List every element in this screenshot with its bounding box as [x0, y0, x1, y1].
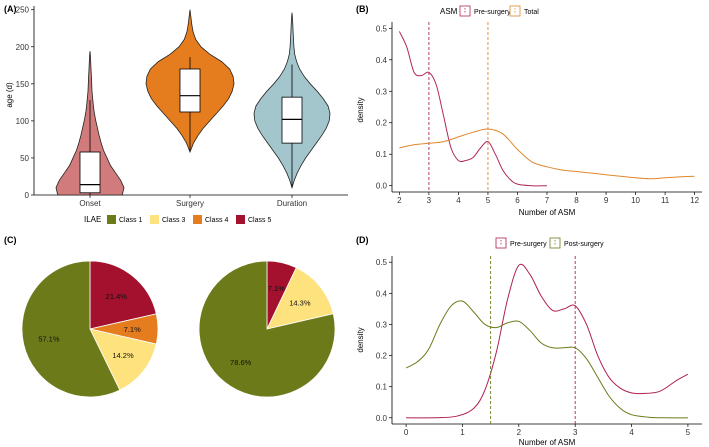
x-axis-title: Number of ASM: [519, 438, 576, 447]
pie-charts-ilae: ILAE Class 1 Class 3 Class 4 Class 5 21.…: [21, 215, 336, 398]
pie-label: 7.1%: [268, 284, 285, 293]
y-tick-label: 0.2: [376, 119, 388, 128]
density-line-post-surgery: [405, 300, 688, 419]
pie-slice-class-1: [21, 260, 121, 398]
legend-label-class-4: Class 4: [205, 217, 228, 224]
x-tick-label: 5: [686, 428, 691, 437]
legend-label-class-5: Class 5: [248, 217, 271, 224]
pie-slice-class-5: [89, 260, 157, 330]
legend-title: ILAE: [84, 215, 101, 224]
legend-label-post-surgery: Post-surgery: [564, 241, 604, 248]
x-tick-label: 4: [629, 428, 634, 437]
x-tick-label: 3: [573, 428, 578, 437]
x-tick-label: Duration: [277, 199, 307, 208]
legend-swatch-class-3: [150, 215, 159, 224]
legend: ILAE Class 1 Class 3 Class 4 Class 5: [84, 215, 271, 224]
legend: ASM Pre-surgery Total: [440, 5, 539, 17]
density-line-pre-surgery: [398, 31, 548, 187]
y-tick-label: 0.2: [376, 352, 388, 361]
x-axis-title: Number of ASM: [519, 208, 576, 217]
legend: Pre-surgery Post-surgery: [495, 237, 604, 249]
x-tick-label: 12: [690, 196, 699, 205]
y-tick-label: 0.0: [376, 182, 388, 191]
y-tick-label: 150: [16, 80, 30, 89]
density-line-pre-surgery: [406, 263, 689, 419]
panel-label-a: (A): [4, 4, 17, 14]
box-iqr: [179, 68, 201, 113]
pie-slice-class-1: [198, 260, 336, 398]
x-tick-label: 2: [397, 196, 402, 205]
x-tick-label: 1: [460, 428, 465, 437]
x-tick-label: Surgery: [176, 199, 204, 208]
x-tick-label: 11: [661, 196, 670, 205]
x-tick-label: 10: [631, 196, 640, 205]
y-tick-label: 250: [16, 6, 30, 15]
x-tick-label: 5: [486, 196, 491, 205]
y-tick-label: 50: [20, 154, 29, 163]
legend-swatch-class-4: [193, 215, 202, 224]
y-tick-label: 0.3: [376, 87, 388, 96]
x-tick-label: 8: [574, 196, 579, 205]
legend-label-total: Total: [524, 9, 539, 16]
y-tick-label: 200: [16, 43, 30, 52]
pie-label: 21.4%: [106, 292, 128, 301]
x-tick-label: 4: [456, 196, 461, 205]
pie-label: 7.1%: [124, 325, 141, 334]
y-tick-label: 100: [16, 117, 30, 126]
x-tick-label: 2: [517, 428, 522, 437]
y-tick-label: 0.1: [376, 383, 388, 392]
box-iqr: [281, 96, 303, 144]
x-tick-label: 6: [515, 196, 520, 205]
pie-label: 57.1%: [38, 335, 60, 344]
density-line-total: [399, 128, 695, 180]
pie-label: 14.3%: [289, 299, 311, 308]
x-tick-label: 3: [427, 196, 432, 205]
y-axis-title: density: [356, 327, 365, 352]
y-tick-label: 0.0: [376, 414, 388, 423]
legend-swatch-class-5: [236, 215, 245, 224]
y-tick-label: 0.5: [376, 24, 388, 33]
y-tick-label: 0.5: [376, 258, 388, 267]
panel-label-c: (C): [4, 235, 17, 245]
y-tick-label: 0.1: [376, 150, 388, 159]
x-tick-label: 9: [604, 196, 609, 205]
pie-slice-class-3: [89, 328, 157, 391]
x-tick-label: Onset: [79, 199, 101, 208]
legend-swatch-class-1: [107, 215, 116, 224]
y-tick-label: 0.4: [376, 56, 388, 65]
pie-slice-class-3: [266, 267, 334, 330]
legend-label-class-1: Class 1: [119, 217, 142, 224]
y-tick-label: 0.3: [376, 320, 388, 329]
x-tick-label: 0: [404, 428, 409, 437]
violin-chart: age (d) 0 50 100 150 200 250 Onset Surgery Dura…: [5, 6, 348, 208]
y-axis-title: density: [356, 97, 365, 122]
legend-label-pre-surgery: Pre-surgery: [510, 241, 547, 248]
y-tick-label: 0.4: [376, 289, 388, 298]
density-chart-pre-post: Pre-surgery Post-surgery density Number …: [356, 237, 702, 447]
panel-label-b: (B): [356, 4, 369, 14]
x-tick-label: 7: [545, 196, 550, 205]
legend-label-pre-surgery: Pre-surgery: [474, 9, 511, 16]
density-chart-asm: ASM Pre-surgery Total density Number of …: [356, 5, 702, 217]
legend-label-class-3: Class 3: [162, 217, 185, 224]
pie-label: 78.6%: [230, 358, 252, 367]
box-iqr: [79, 151, 101, 194]
legend-title: ASM: [440, 7, 458, 16]
pie-label: 14.2%: [112, 351, 134, 360]
y-axis-title: age (d): [5, 82, 14, 108]
y-tick-label: 0: [25, 191, 30, 200]
panel-label-d: (D): [356, 235, 369, 245]
